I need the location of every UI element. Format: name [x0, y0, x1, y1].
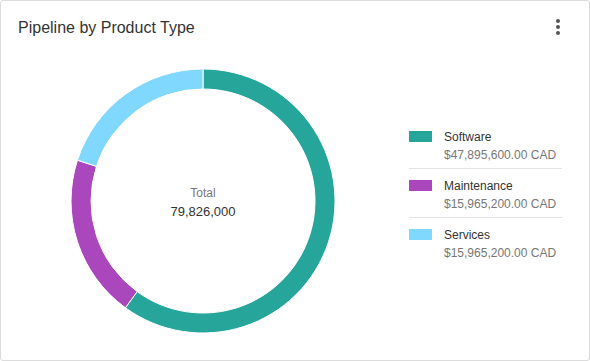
legend: Software $47,895,600.00 CAD Maintenance $15… — [409, 130, 562, 260]
legend-item[interactable]: Services $15,965,200.00 CAD — [409, 228, 556, 260]
legend-swatch[interactable] — [409, 180, 432, 191]
chart-svg: Pipeline by Product Type Total 79,826,000 S… — [0, 0, 590, 361]
slice[interactable] — [71, 160, 137, 308]
legend-item[interactable]: Maintenance $15,965,200.00 CAD — [409, 179, 562, 218]
legend-label: Services — [444, 228, 490, 242]
legend-value: $47,895,600.00 CAD — [444, 148, 556, 162]
legend-separator — [409, 217, 562, 218]
total-value: 79,826,000 — [170, 204, 235, 219]
legend-swatch[interactable] — [409, 229, 432, 240]
legend-separator — [409, 168, 562, 169]
menu-dot[interactable] — [556, 25, 560, 29]
legend-label: Software — [444, 130, 492, 144]
title: Pipeline by Product Type — [18, 19, 195, 36]
slice[interactable] — [125, 69, 335, 333]
legend-label: Maintenance — [444, 179, 513, 193]
legend-item[interactable]: Software $47,895,600.00 CAD — [409, 130, 562, 169]
donut: Total 79,826,000 — [71, 69, 335, 333]
legend-value: $15,965,200.00 CAD — [444, 246, 556, 260]
menu-dot[interactable] — [556, 19, 560, 23]
legend-value: $15,965,200.00 CAD — [444, 197, 556, 211]
slice[interactable] — [77, 69, 203, 166]
menu-icon[interactable] — [556, 19, 560, 35]
total-label: Total — [190, 186, 215, 200]
legend-swatch[interactable] — [409, 131, 432, 142]
menu-dot[interactable] — [556, 31, 560, 35]
